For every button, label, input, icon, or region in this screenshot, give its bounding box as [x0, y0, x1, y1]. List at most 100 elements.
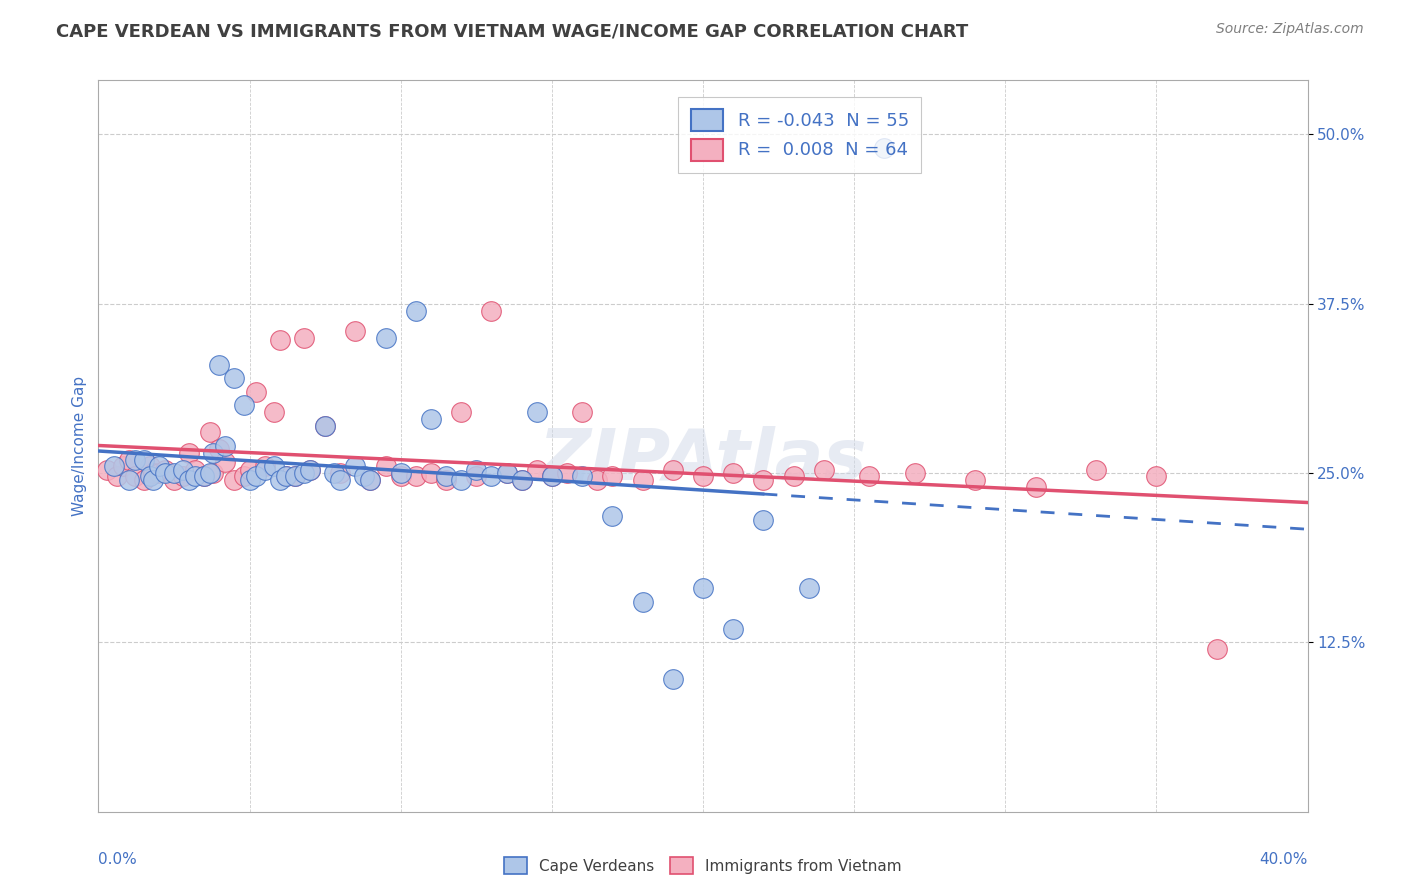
Point	[193, 468, 215, 483]
Point	[263, 405, 285, 419]
Legend: R = -0.043  N = 55, R =  0.008  N = 64: R = -0.043 N = 55, R = 0.008 N = 64	[678, 96, 921, 173]
Point	[299, 463, 322, 477]
Point	[495, 466, 517, 480]
Point	[274, 468, 297, 483]
Point	[540, 468, 562, 483]
Point	[526, 463, 548, 477]
Point	[723, 622, 745, 636]
Point	[904, 466, 927, 480]
Point	[420, 466, 443, 480]
Point	[526, 405, 548, 419]
Point	[148, 459, 170, 474]
Point	[405, 468, 427, 483]
Point	[214, 439, 236, 453]
Point	[965, 473, 987, 487]
Point	[360, 473, 382, 487]
Point	[586, 473, 609, 487]
Point	[132, 452, 155, 467]
Point	[481, 303, 503, 318]
Point	[360, 473, 382, 487]
Point	[571, 468, 593, 483]
Point	[434, 468, 457, 483]
Point	[124, 452, 146, 467]
Point	[813, 463, 835, 477]
Point	[465, 468, 488, 483]
Point	[284, 468, 307, 483]
Point	[465, 463, 488, 477]
Legend: Cape Verdeans, Immigrants from Vietnam: Cape Verdeans, Immigrants from Vietnam	[498, 851, 908, 880]
Point	[602, 468, 624, 483]
Point	[389, 466, 412, 480]
Point	[323, 466, 346, 480]
Text: 0.0%: 0.0%	[98, 852, 138, 867]
Point	[692, 581, 714, 595]
Point	[224, 473, 246, 487]
Point	[200, 425, 222, 440]
Point	[314, 418, 336, 433]
Point	[284, 468, 307, 483]
Point	[118, 452, 141, 467]
Y-axis label: Wage/Income Gap: Wage/Income Gap	[72, 376, 87, 516]
Point	[193, 468, 215, 483]
Point	[224, 371, 246, 385]
Point	[555, 466, 578, 480]
Point	[142, 473, 165, 487]
Point	[239, 463, 262, 477]
Point	[858, 468, 880, 483]
Point	[1144, 468, 1167, 483]
Point	[602, 509, 624, 524]
Point	[245, 468, 267, 483]
Point	[292, 331, 315, 345]
Point	[329, 473, 352, 487]
Point	[139, 468, 162, 483]
Point	[692, 468, 714, 483]
Point	[344, 324, 367, 338]
Point	[245, 384, 267, 399]
Point	[495, 466, 517, 480]
Point	[783, 468, 806, 483]
Point	[214, 455, 236, 469]
Text: 40.0%: 40.0%	[1260, 852, 1308, 867]
Point	[253, 463, 276, 477]
Point	[797, 581, 820, 595]
Point	[540, 468, 562, 483]
Point	[163, 473, 186, 487]
Point	[292, 466, 315, 480]
Point	[661, 463, 683, 477]
Point	[1024, 480, 1046, 494]
Point	[274, 468, 297, 483]
Point	[481, 468, 503, 483]
Point	[118, 473, 141, 487]
Point	[1085, 463, 1108, 477]
Point	[253, 459, 276, 474]
Point	[269, 473, 291, 487]
Point	[172, 463, 194, 477]
Point	[153, 463, 176, 477]
Point	[434, 473, 457, 487]
Point	[1206, 642, 1229, 657]
Point	[142, 466, 165, 480]
Point	[631, 473, 654, 487]
Point	[873, 141, 896, 155]
Point	[239, 473, 262, 487]
Point	[179, 446, 201, 460]
Point	[124, 468, 146, 483]
Point	[208, 358, 231, 372]
Point	[353, 468, 375, 483]
Point	[314, 418, 336, 433]
Point	[661, 672, 683, 686]
Point	[232, 468, 254, 483]
Point	[450, 405, 472, 419]
Point	[752, 514, 775, 528]
Point	[202, 446, 225, 460]
Point	[374, 331, 396, 345]
Point	[103, 459, 125, 474]
Point	[299, 463, 322, 477]
Point	[510, 473, 533, 487]
Point	[232, 398, 254, 412]
Point	[163, 466, 186, 480]
Point	[450, 473, 472, 487]
Point	[329, 466, 352, 480]
Point	[631, 595, 654, 609]
Point	[202, 466, 225, 480]
